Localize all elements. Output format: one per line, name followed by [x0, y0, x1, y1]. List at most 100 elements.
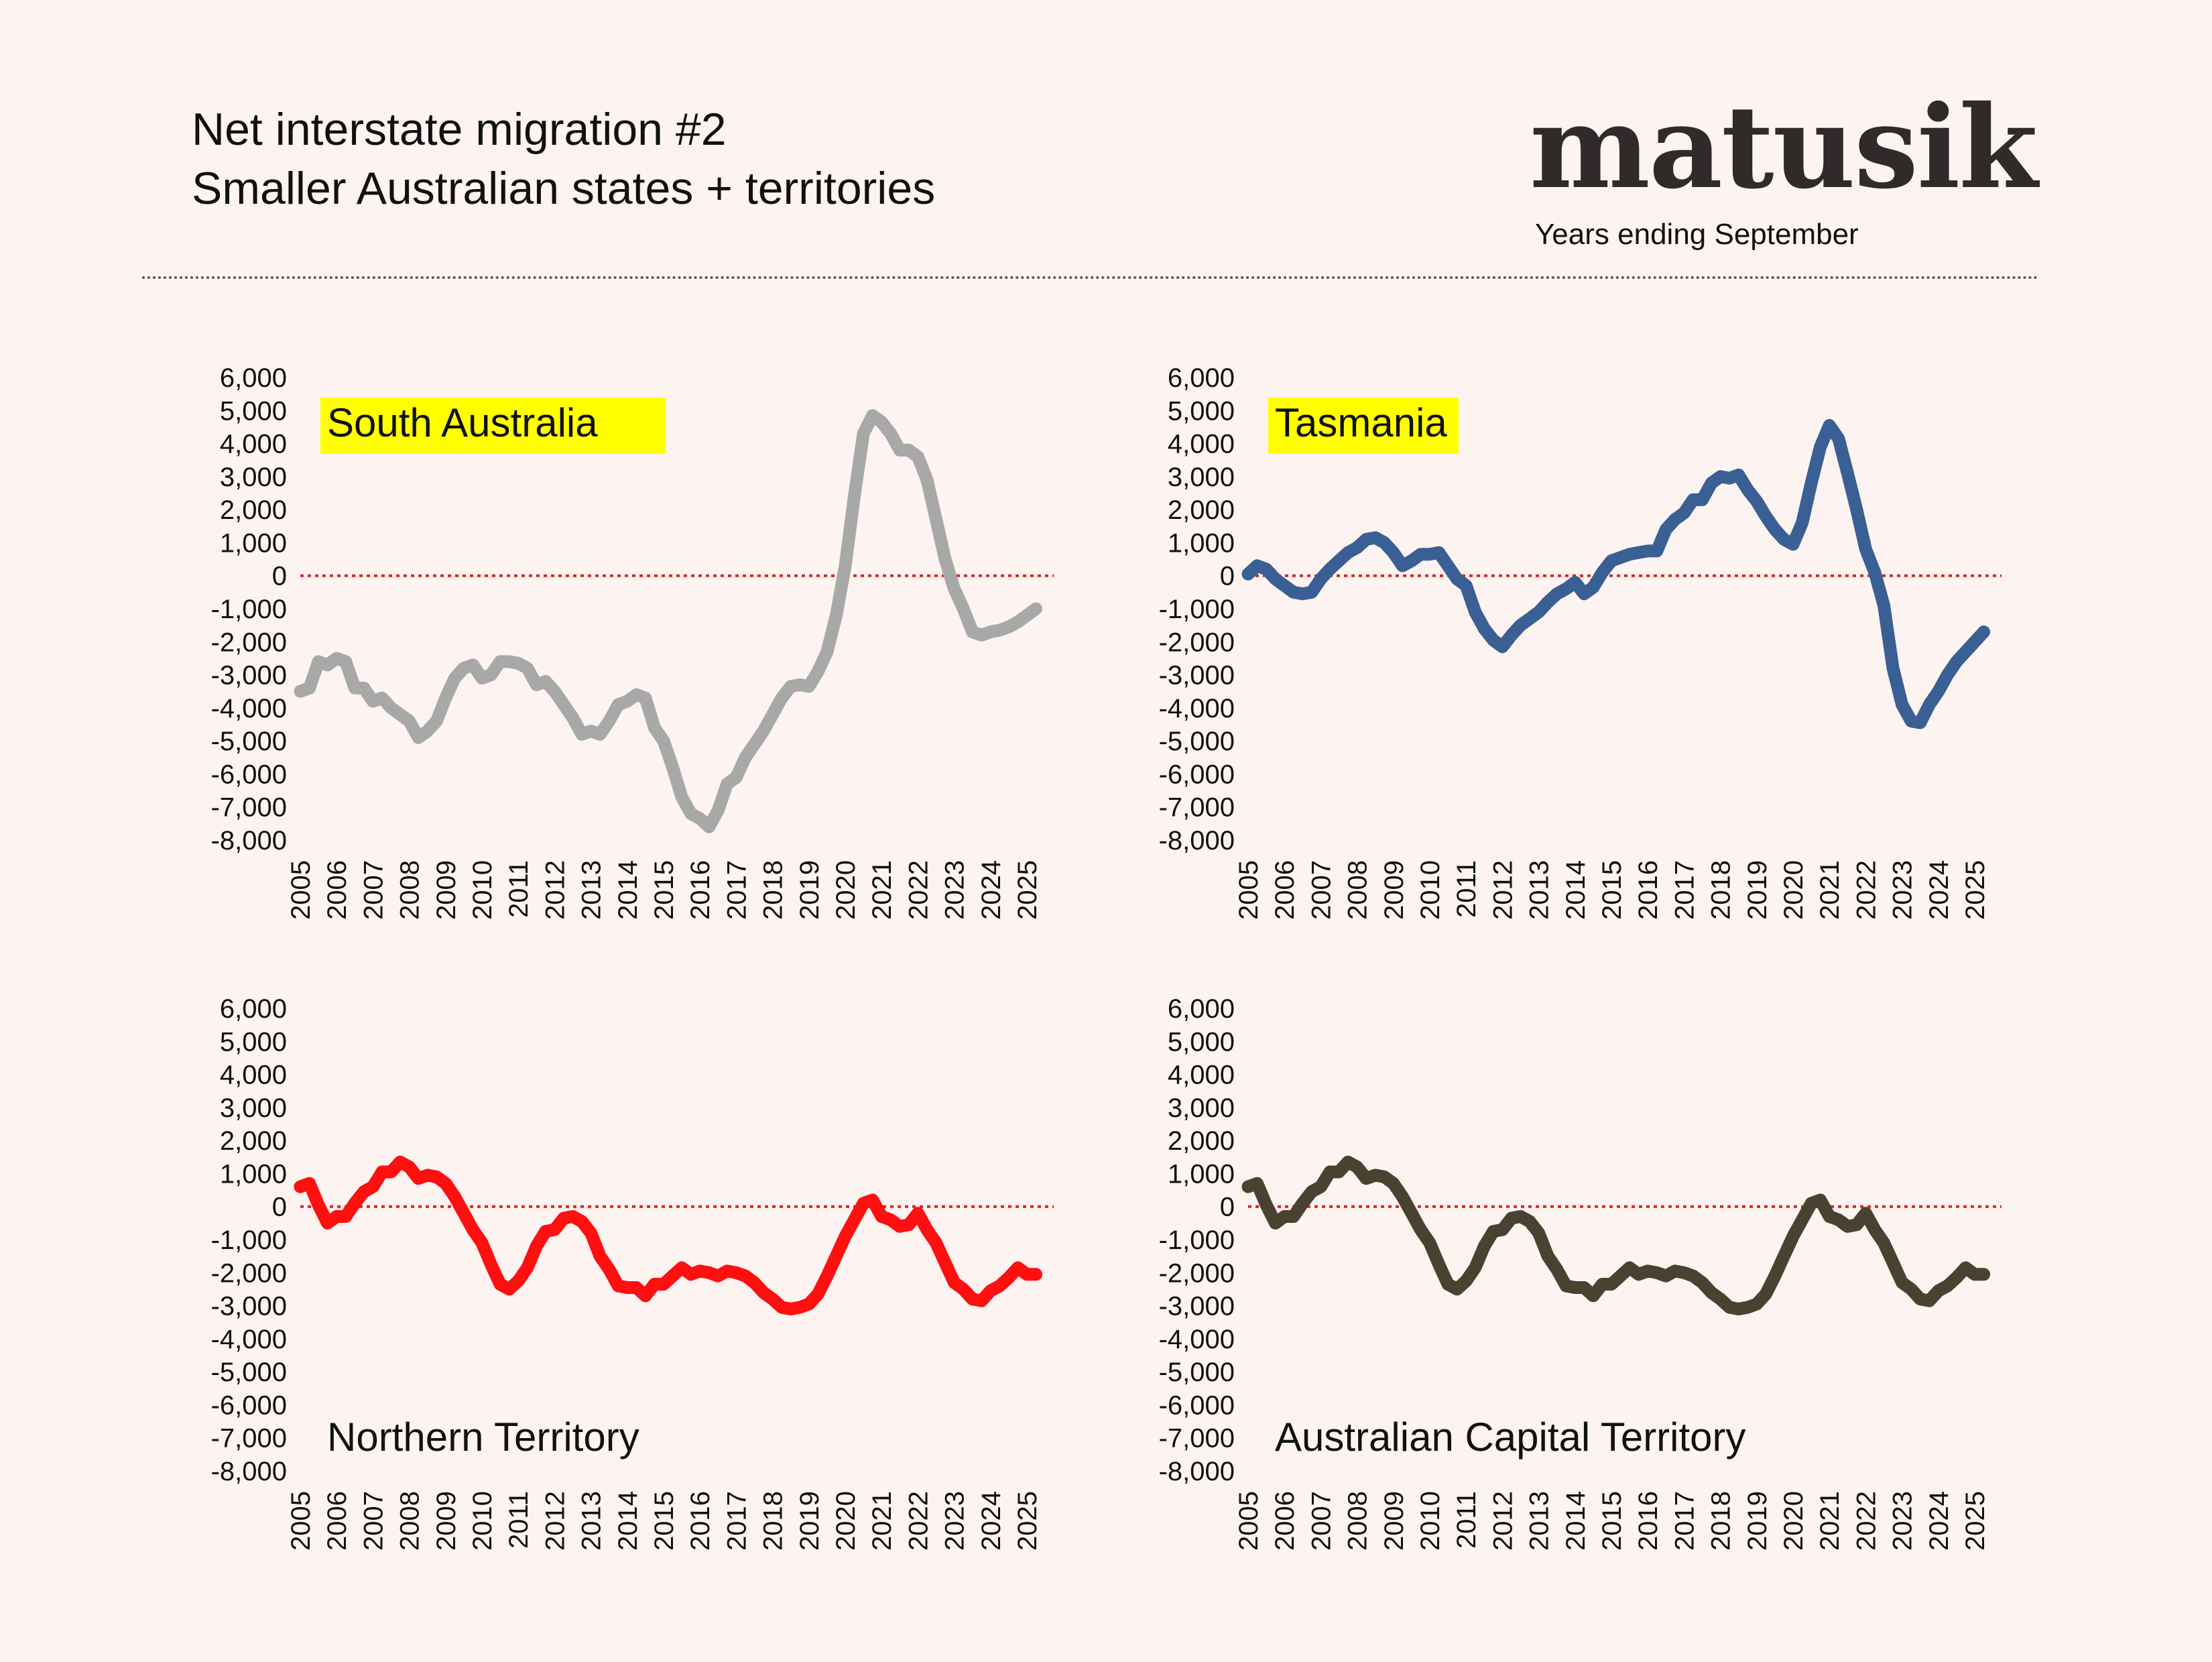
y-tick-label: -5,000	[211, 727, 287, 756]
x-tick-label: 2006	[1270, 1491, 1300, 1551]
x-tick-label: 2009	[432, 1491, 461, 1551]
x-tick-label: 2009	[1379, 860, 1409, 920]
x-tick-label: 2016	[686, 860, 715, 920]
x-tick-label: 2018	[1707, 860, 1736, 920]
series-line	[294, 409, 1042, 833]
x-tick-label: 2008	[1343, 1491, 1373, 1551]
y-tick-label: 4,000	[1168, 1061, 1235, 1090]
x-tick-label: 2015	[650, 1491, 679, 1551]
y-tick-label: 1,000	[1168, 528, 1235, 558]
x-tick-label: 2016	[1634, 1491, 1663, 1551]
x-tick-label: 2017	[1670, 1491, 1699, 1551]
x-tick-label: 2018	[759, 860, 788, 920]
x-tick-label: 2025	[1013, 860, 1042, 920]
x-tick-label: 2022	[1851, 860, 1881, 920]
x-tick-label: 2020	[1779, 1491, 1808, 1551]
x-tick-label: 2006	[322, 1491, 352, 1551]
x-tick-label: 2012	[1488, 860, 1518, 920]
y-tick-label: -4,000	[1159, 694, 1235, 723]
y-tick-label: 6,000	[220, 994, 287, 1024]
chart-title: Tasmania	[1275, 400, 1447, 445]
x-tick-label: 2016	[1634, 860, 1663, 920]
y-tick-label: -6,000	[1159, 760, 1235, 789]
x-tick-label: 2010	[1416, 860, 1445, 920]
x-tick-label: 2024	[1924, 860, 1954, 920]
y-tick-label: 6,000	[1168, 994, 1235, 1024]
x-tick-label: 2005	[1234, 860, 1264, 920]
y-tick-label: -1,000	[211, 1226, 287, 1255]
x-tick-label: 2020	[831, 1491, 861, 1551]
y-tick-label: -6,000	[211, 760, 287, 789]
x-tick-label: 2014	[1561, 860, 1591, 920]
y-tick-label: -5,000	[1159, 727, 1235, 756]
y-tick-label: -5,000	[1159, 1358, 1235, 1387]
brand-logo: matusik	[1530, 80, 2038, 215]
series-line	[294, 1155, 1042, 1315]
y-tick-label: 0	[1220, 1193, 1235, 1222]
y-tick-label: 1,000	[1168, 1159, 1235, 1189]
y-tick-label: -2,000	[1159, 1258, 1235, 1288]
x-tick-label: 2022	[904, 860, 933, 920]
x-tick-label: 2023	[1888, 1491, 1918, 1551]
y-tick-label: 3,000	[220, 1093, 287, 1123]
y-tick-label: -3,000	[211, 1292, 287, 1321]
x-tick-label: 2020	[831, 860, 861, 920]
x-tick-label: 2025	[1961, 860, 1990, 920]
title-highlight	[320, 398, 666, 454]
x-tick-label: 2012	[1488, 1491, 1518, 1551]
y-tick-label: 0	[1220, 562, 1235, 591]
page-title: Net interstate migration #2	[192, 104, 727, 155]
y-tick-label: 3,000	[220, 463, 287, 492]
x-tick-label: 2006	[322, 860, 352, 920]
x-tick-label: 2020	[1779, 860, 1808, 920]
x-tick-label: 2024	[977, 1491, 1006, 1551]
y-tick-label: 2,000	[220, 1126, 287, 1156]
y-tick-label: -7,000	[211, 793, 287, 823]
x-tick-label: 2016	[686, 1491, 715, 1551]
x-tick-label: 2021	[1815, 1491, 1845, 1551]
y-tick-label: 5,000	[1168, 1027, 1235, 1057]
y-tick-label: -5,000	[211, 1358, 287, 1387]
y-tick-label: -7,000	[211, 1424, 287, 1453]
x-tick-label: 2015	[1597, 860, 1627, 920]
y-tick-label: 5,000	[1168, 396, 1235, 426]
x-tick-label: 2009	[432, 860, 461, 920]
x-tick-label: 2012	[540, 1491, 570, 1551]
x-tick-label: 2024	[977, 860, 1006, 920]
y-tick-label: -3,000	[1159, 661, 1235, 691]
x-tick-label: 2010	[468, 1491, 497, 1551]
x-tick-label: 2007	[1306, 860, 1336, 920]
y-tick-label: 5,000	[220, 1027, 287, 1057]
y-tick-label: 0	[272, 1193, 287, 1222]
x-tick-label: 2008	[395, 1491, 425, 1551]
y-tick-label: -1,000	[211, 595, 287, 624]
y-tick-label: 4,000	[1168, 430, 1235, 459]
y-tick-label: 2,000	[220, 495, 287, 525]
y-tick-label: -7,000	[1159, 793, 1235, 823]
y-tick-label: -3,000	[211, 661, 287, 691]
x-tick-label: 2021	[867, 1491, 897, 1551]
x-tick-label: 2014	[613, 860, 643, 920]
series-line	[1241, 1155, 1991, 1315]
y-tick-label: -4,000	[211, 1325, 287, 1354]
x-tick-label: 2012	[540, 860, 570, 920]
title-highlight	[1268, 398, 1459, 454]
x-tick-label: 2014	[1561, 1491, 1591, 1551]
y-tick-label: -1,000	[1159, 1226, 1235, 1255]
x-tick-label: 2007	[359, 1491, 388, 1551]
x-tick-label: 2013	[1525, 860, 1554, 920]
x-tick-label: 2014	[613, 1491, 643, 1551]
x-tick-label: 2018	[759, 1491, 788, 1551]
y-tick-label: 4,000	[220, 1061, 287, 1090]
y-tick-label: 2,000	[1168, 495, 1235, 525]
x-tick-label: 2022	[1851, 1491, 1881, 1551]
period-note: Years ending September	[1535, 218, 1859, 251]
x-tick-label: 2024	[1924, 1491, 1954, 1551]
x-tick-label: 2010	[468, 860, 497, 920]
y-tick-label: -8,000	[1159, 1457, 1235, 1486]
x-tick-label: 2011	[504, 1491, 534, 1549]
y-tick-label: -8,000	[1159, 826, 1235, 855]
